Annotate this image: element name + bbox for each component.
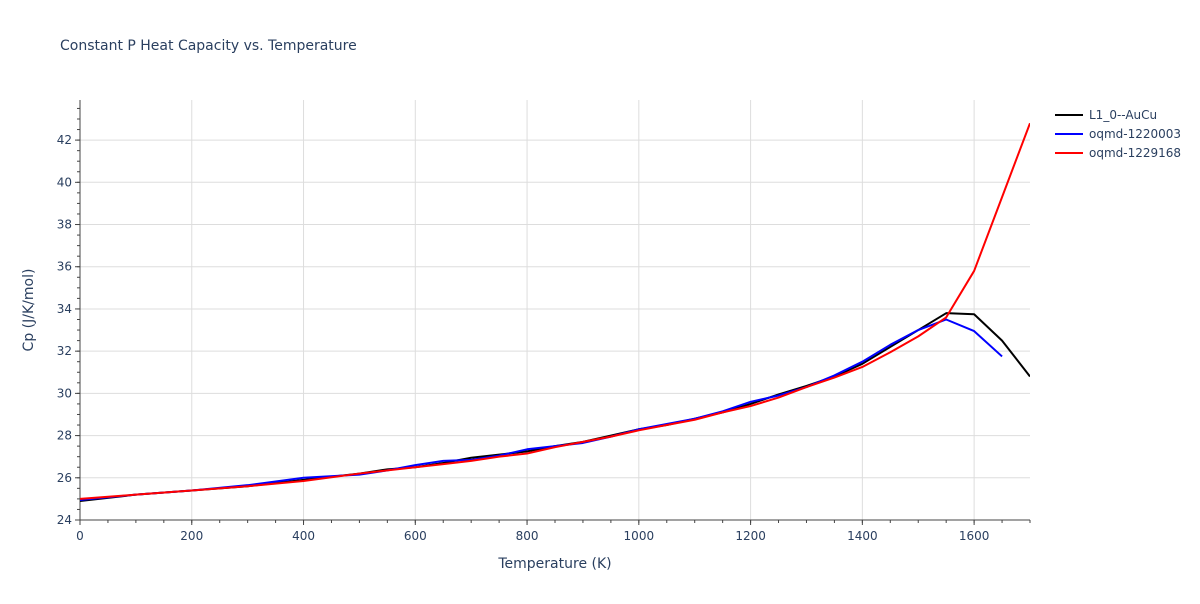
legend-item[interactable]: oqmd-1220003 (1055, 127, 1181, 141)
legend[interactable]: L1_0--AuCu oqmd-1220003 oqmd-1229168 (1055, 108, 1181, 160)
chart-title: Constant P Heat Capacity vs. Temperature (60, 38, 357, 54)
legend-item[interactable]: L1_0--AuCu (1055, 108, 1157, 122)
y-tick-label: 38 (57, 218, 72, 232)
legend-label: oqmd-1220003 (1089, 127, 1181, 141)
x-tick-label: 1400 (847, 529, 878, 543)
y-tick-label: 40 (57, 175, 72, 189)
x-tick-label: 1000 (624, 529, 655, 543)
x-axis-title: Temperature (K) (497, 556, 611, 572)
x-tick-label: 0 (76, 529, 84, 543)
y-tick-label: 36 (57, 260, 72, 274)
y-tick-label: 26 (57, 471, 72, 485)
x-tick-label: 1600 (959, 529, 990, 543)
series-line-oqmd-1229168 (80, 122, 1030, 500)
y-tick-label: 28 (57, 429, 72, 443)
x-tick-label: 400 (292, 529, 315, 543)
legend-label: oqmd-1229168 (1089, 146, 1181, 160)
legend-label: L1_0--AuCu (1089, 108, 1157, 122)
y-tick-label: 42 (57, 133, 72, 147)
y-tick-label: 34 (57, 302, 72, 316)
y-tick-label: 24 (57, 513, 72, 527)
x-tick-label: 200 (180, 529, 203, 543)
legend-item[interactable]: oqmd-1229168 (1055, 146, 1181, 160)
y-tick-label: 30 (57, 386, 72, 400)
x-tick-label: 600 (404, 529, 427, 543)
axes-layer: 0 200 400 600 800 1000 1200 1400 1600 24 26 28 30 32 3… (57, 100, 1031, 543)
x-tick-label: 1200 (735, 529, 766, 543)
y-axis-title: Cp (J/K/mol) (21, 269, 37, 352)
grid-layer (80, 100, 1030, 521)
x-tick-label: 800 (516, 529, 539, 543)
series-layer (80, 122, 1030, 503)
y-tick-label: 32 (57, 344, 72, 358)
